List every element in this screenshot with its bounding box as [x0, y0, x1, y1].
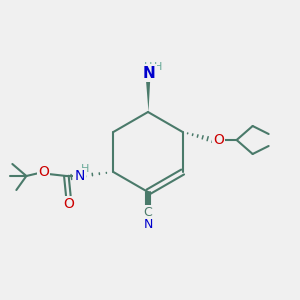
Polygon shape [146, 74, 151, 112]
Text: O: O [213, 133, 224, 147]
Text: H: H [154, 62, 162, 72]
Text: C: C [144, 206, 152, 218]
Text: O: O [38, 165, 49, 179]
Text: N: N [74, 169, 85, 183]
Text: H: H [144, 62, 152, 72]
Text: O: O [63, 197, 74, 211]
Text: H: H [81, 164, 89, 174]
Text: N: N [142, 65, 155, 80]
Text: N: N [143, 218, 153, 230]
